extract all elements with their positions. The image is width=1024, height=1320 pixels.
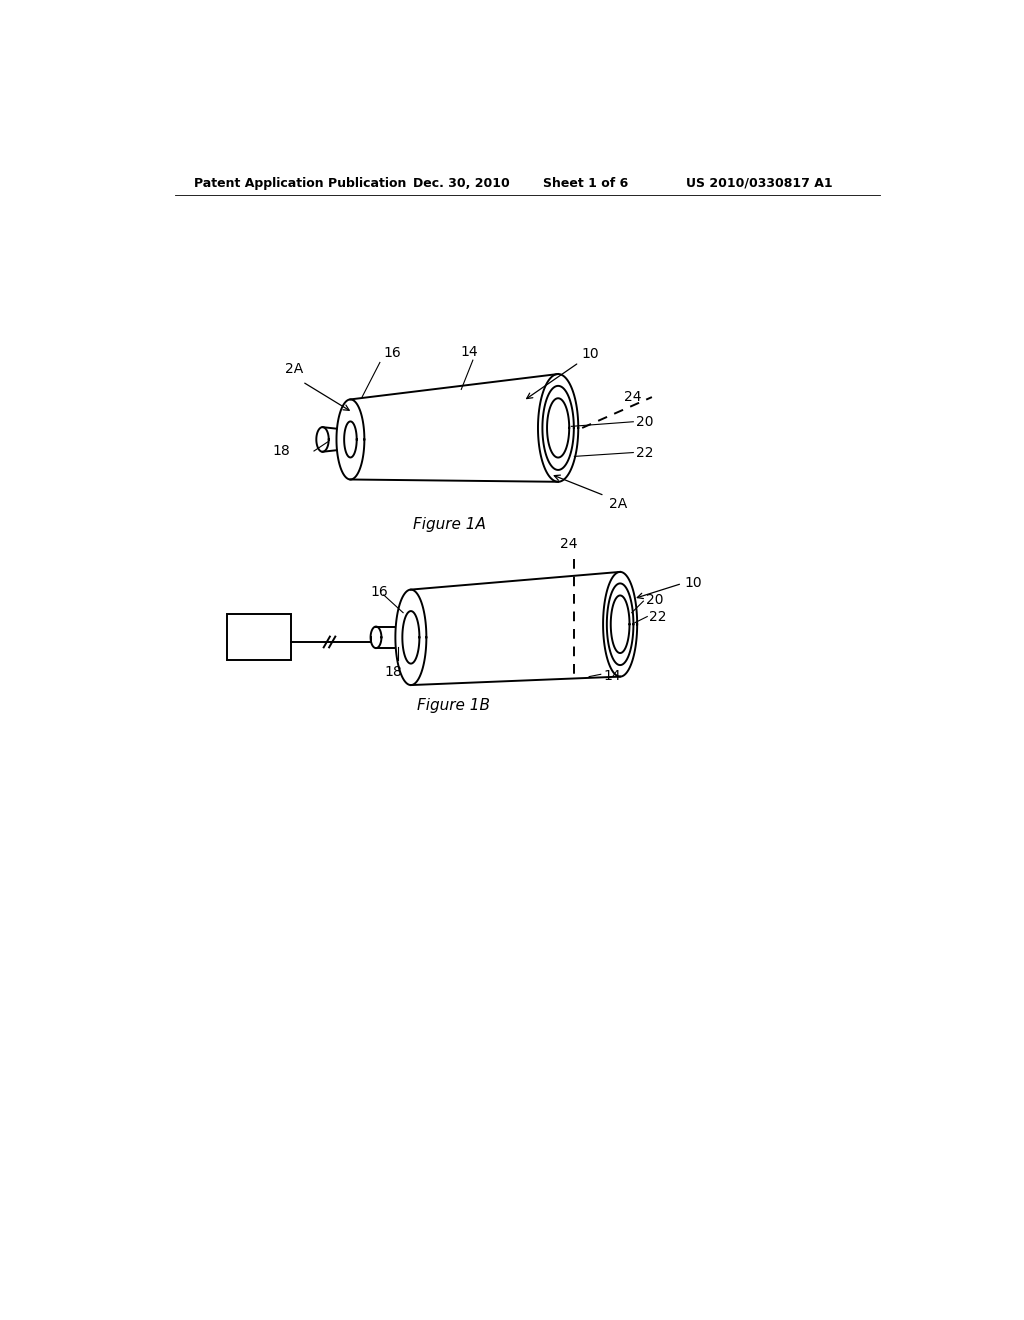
Text: Dec. 30, 2010: Dec. 30, 2010 [414, 177, 510, 190]
Text: 14: 14 [604, 669, 622, 682]
Text: 18: 18 [384, 665, 402, 678]
Text: 2A: 2A [286, 362, 304, 376]
Text: 20: 20 [646, 593, 664, 607]
Text: Figure 1B: Figure 1B [417, 697, 490, 713]
Text: 24: 24 [624, 391, 641, 404]
Text: 10: 10 [582, 347, 599, 360]
Text: 14: 14 [460, 345, 478, 359]
Bar [227, 614, 291, 660]
Text: 10: 10 [684, 577, 702, 590]
Text: 18: 18 [273, 444, 291, 458]
Text: 20: 20 [636, 414, 653, 429]
Text: US 2010/0330817 A1: US 2010/0330817 A1 [686, 177, 833, 190]
Text: Figure 1A: Figure 1A [414, 516, 486, 532]
Text: 24: 24 [560, 537, 578, 552]
Text: Sheet 1 of 6: Sheet 1 of 6 [543, 177, 628, 190]
Text: Patent Application Publication: Patent Application Publication [194, 177, 407, 190]
Text: 2A: 2A [608, 498, 627, 511]
Text: 22: 22 [636, 446, 653, 461]
Text: 22: 22 [649, 610, 667, 623]
Text: 16: 16 [371, 585, 388, 599]
Text: 16: 16 [384, 346, 401, 360]
